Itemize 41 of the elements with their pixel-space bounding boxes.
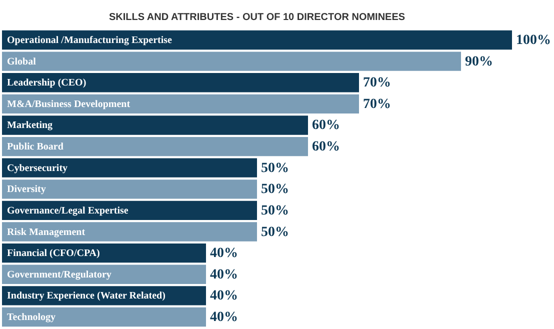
data-label: 40%: [210, 310, 238, 325]
bar: [2, 73, 359, 92]
data-label: 100%: [516, 33, 551, 48]
y-tick-label: Operational /Manufacturing Expertise: [7, 35, 173, 46]
bar: [2, 180, 257, 199]
data-label: 50%: [261, 224, 289, 240]
bar: [2, 222, 257, 242]
bar: [2, 52, 461, 71]
y-tick-label: Technology: [7, 312, 56, 323]
data-label: 50%: [261, 160, 289, 176]
data-label: 40%: [210, 267, 238, 282]
y-tick-label: Government/Regulatory: [7, 269, 112, 280]
bar: [2, 307, 206, 327]
data-label: 50%: [261, 182, 289, 198]
y-tick-label: Cybersecurity: [7, 162, 68, 174]
y-tick-label: Governance/Legal Expertise: [7, 205, 129, 216]
data-label: 60%: [312, 118, 340, 134]
y-tick-label: Industry Experience (Water Related): [7, 290, 166, 302]
chart-title: SKILLS AND ATTRIBUTES - OUT OF 10 DIRECTOR NOMINEES: [108, 12, 406, 23]
y-tick-label: Risk Management: [7, 226, 86, 238]
bar: [2, 200, 257, 220]
bar: [2, 136, 308, 156]
data-label: 70%: [363, 76, 391, 91]
data-label: 50%: [261, 203, 289, 218]
data-label: 90%: [465, 54, 493, 70]
data-label: 60%: [312, 140, 340, 155]
data-label: 70%: [363, 96, 391, 112]
bar: [2, 158, 257, 178]
bar: [2, 94, 359, 114]
y-tick-label: M&A/Business Development: [7, 98, 131, 110]
bar: [2, 243, 206, 263]
y-tick-label: Global: [7, 56, 36, 68]
bar: [2, 30, 512, 50]
data-label: 40%: [210, 288, 238, 304]
bar: [2, 116, 308, 135]
data-label: 40%: [210, 246, 238, 262]
y-tick-label: Leadership (CEO): [7, 78, 86, 89]
y-tick-label: Marketing: [7, 120, 53, 132]
y-tick-label: Diversity: [7, 184, 46, 196]
y-tick-label: Public Board: [7, 142, 64, 153]
y-tick-label: Financial (CFO/CPA): [7, 248, 100, 260]
